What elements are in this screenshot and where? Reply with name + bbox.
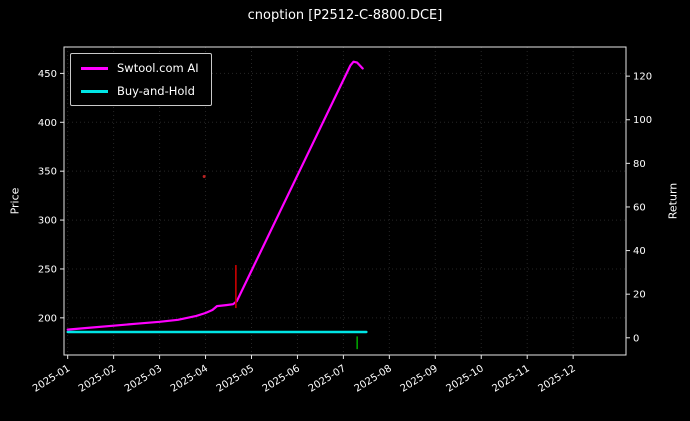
y-tick-label-left: 450	[38, 69, 57, 80]
y-tick-label-left: 250	[38, 264, 57, 275]
y-tick-label-left: 300	[38, 216, 57, 227]
legend-item-buy-and-hold: Buy-and-Hold	[81, 84, 199, 98]
y-tick-label-right: 100	[633, 115, 652, 126]
legend-item-swtool-ai: Swtool.com AI	[81, 61, 199, 75]
x-tick-label: 2025-11	[491, 363, 532, 394]
series-line-swtool-com-ai	[66, 60, 364, 331]
x-tick-label: 2025-04	[169, 363, 210, 394]
x-tick-label: 2025-10	[445, 363, 486, 394]
y-tick-label-right: 0	[633, 333, 639, 344]
y-tick-label-right: 60	[633, 202, 646, 213]
x-tick-label: 2025-09	[399, 363, 440, 394]
chart-title: cnoption [P2512-C-8800.DCE]	[247, 8, 443, 23]
y-tick-label-right: 80	[633, 159, 646, 170]
x-tick-label: 2025-07	[307, 363, 348, 394]
legend-label-buy-and-hold: Buy-and-Hold	[117, 84, 195, 98]
y-tick-label-left: 200	[38, 313, 57, 324]
y-tick-label-right: 40	[633, 246, 646, 257]
x-tick-label: 2025-06	[261, 363, 302, 394]
signal-dot-marker	[202, 175, 206, 179]
x-tick-label: 2025-08	[353, 363, 394, 394]
legend: Swtool.com AI Buy-and-Hold	[70, 53, 212, 106]
x-tick-label: 2025-01	[31, 363, 72, 394]
y-tick-label-right: 120	[633, 72, 652, 83]
legend-line-swatch-swtool-ai	[81, 66, 108, 70]
plot-border	[63, 46, 627, 356]
y-tick-label-left: 400	[38, 118, 57, 129]
x-tick-label: 2025-02	[77, 363, 118, 394]
x-tick-label: 2025-05	[215, 363, 256, 394]
y-tick-label-left: 350	[38, 167, 57, 178]
x-tick-label: 2025-03	[123, 363, 164, 394]
legend-label-swtool-ai: Swtool.com AI	[117, 61, 199, 75]
y-tick-label-right: 20	[633, 290, 646, 301]
x-tick-label: 2025-12	[536, 363, 577, 394]
legend-line-swatch-buy-and-hold	[81, 89, 108, 93]
